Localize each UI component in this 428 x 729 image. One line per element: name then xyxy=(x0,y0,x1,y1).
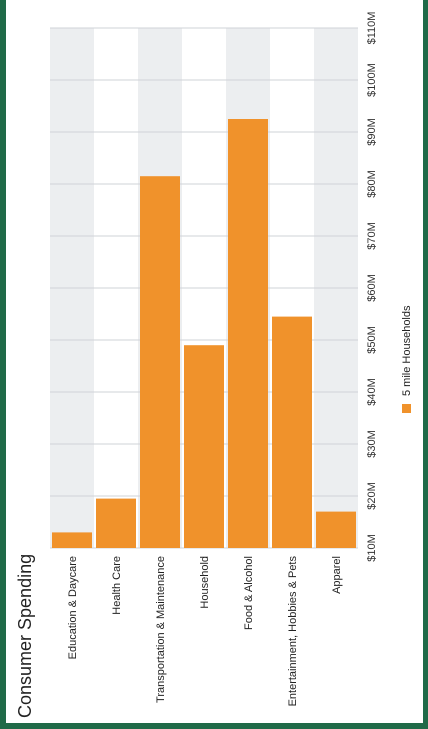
tick-label: $110M xyxy=(366,12,378,45)
tick-label: $40M xyxy=(366,378,378,406)
category-label: Entertainment, Hobbies & Pets xyxy=(287,556,299,707)
bar xyxy=(316,511,356,548)
legend-swatch xyxy=(402,404,411,413)
category-label: Household xyxy=(199,556,211,609)
legend-label: 5 mile Households xyxy=(401,305,413,396)
tick-labels: $10M $20M $30M $40M $50M $60M $70M $80M $90M $100… xyxy=(366,12,378,562)
category-labels: Education & Daycare Health Care Transporta… xyxy=(67,556,343,707)
bar xyxy=(184,345,224,548)
bar xyxy=(96,498,136,548)
chart-title: Consumer Spending xyxy=(15,554,35,718)
bars xyxy=(52,119,356,548)
bar xyxy=(52,532,92,548)
tick-label: $80M xyxy=(366,170,378,198)
tick-label: $30M xyxy=(366,430,378,458)
tick-label: $50M xyxy=(366,326,378,354)
tick-label: $100M xyxy=(366,63,378,97)
tick-label: $60M xyxy=(366,274,378,302)
tick-label: $70M xyxy=(366,222,378,250)
tick-label: $10M xyxy=(366,534,378,562)
category-label: Education & Daycare xyxy=(67,556,79,659)
legend: 5 mile Households xyxy=(401,305,413,413)
category-label: Food & Alcohol xyxy=(243,556,255,630)
tick-label: $90M xyxy=(366,118,378,146)
bar xyxy=(228,119,268,548)
category-label: Apparel xyxy=(331,556,343,594)
category-label: Health Care xyxy=(111,556,123,615)
category-label: Transportation & Maintenance xyxy=(155,556,167,703)
bar xyxy=(140,176,180,548)
consumer-spending-chart: $10M $20M $30M $40M $50M $60M $70M $80M $90M $100… xyxy=(15,12,413,718)
bar xyxy=(272,316,312,548)
tick-label: $20M xyxy=(366,482,378,510)
